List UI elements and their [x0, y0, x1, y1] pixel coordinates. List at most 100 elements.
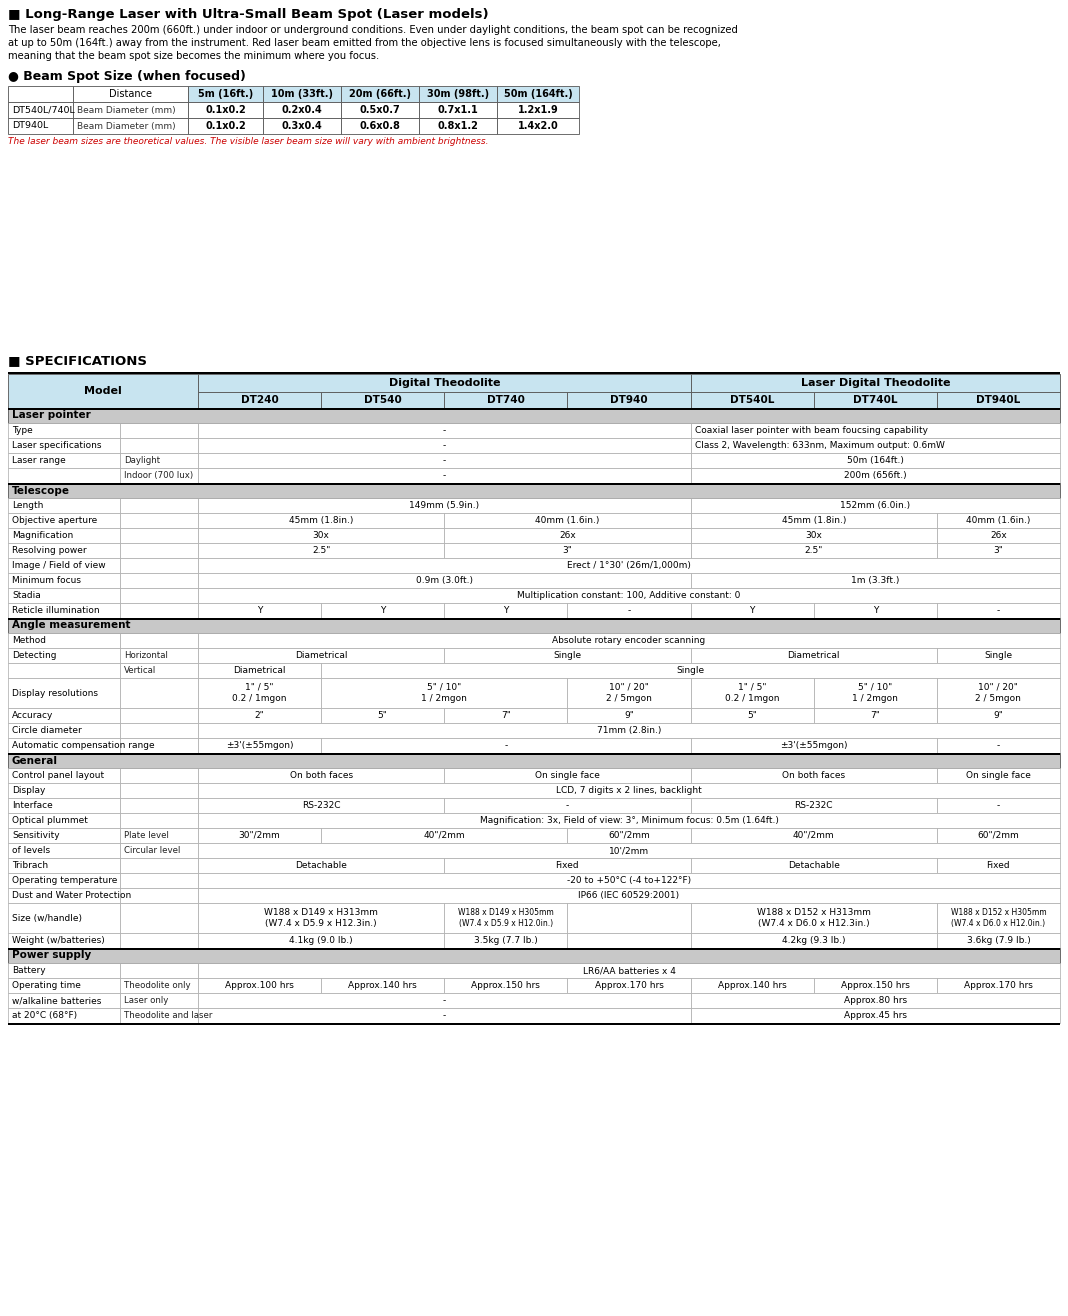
Bar	[567, 903, 691, 933]
Bar	[567, 828, 691, 844]
Bar	[691, 374, 1061, 392]
Bar	[937, 544, 1061, 558]
Bar	[691, 678, 814, 708]
Text: 0.8x1.2: 0.8x1.2	[438, 121, 478, 132]
Bar	[7, 408, 1061, 422]
Text: ■ SPECIFICATIONS: ■ SPECIFICATIONS	[7, 354, 147, 367]
Bar	[691, 933, 937, 948]
Bar	[198, 544, 444, 558]
Text: Detecting: Detecting	[12, 651, 57, 661]
Text: Beam Diameter (mm): Beam Diameter (mm)	[77, 105, 175, 114]
Bar	[7, 544, 120, 558]
Text: Approx.100 hrs: Approx.100 hrs	[225, 980, 294, 990]
Text: Operating temperature: Operating temperature	[12, 876, 117, 884]
Text: 10" / 20"
2 / 5mgon: 10" / 20" 2 / 5mgon	[606, 683, 651, 703]
Text: 40mm (1.6in.): 40mm (1.6in.)	[967, 516, 1031, 525]
Bar	[321, 738, 691, 753]
Bar	[120, 738, 198, 753]
Bar	[7, 372, 1061, 374]
Text: 20m (66ft.): 20m (66ft.)	[349, 89, 411, 99]
Bar	[198, 678, 321, 708]
Text: 10" / 20"
2 / 5mgon: 10" / 20" 2 / 5mgon	[975, 683, 1021, 703]
Bar	[120, 828, 198, 844]
Bar	[937, 903, 1061, 933]
Text: The laser beam reaches 200m (660ft.) under indoor or underground conditions. Eve: The laser beam reaches 200m (660ft.) und…	[7, 25, 738, 36]
Bar	[120, 647, 198, 663]
Bar	[120, 438, 198, 453]
Text: 30x: 30x	[313, 530, 330, 540]
Bar	[567, 708, 691, 722]
Text: -: -	[442, 457, 446, 465]
Text: Beam Diameter (mm): Beam Diameter (mm)	[77, 121, 175, 130]
Bar	[937, 708, 1061, 722]
Bar	[937, 828, 1061, 844]
Text: Laser Digital Theodolite: Laser Digital Theodolite	[801, 378, 951, 388]
Text: LR6/AA batteries x 4: LR6/AA batteries x 4	[582, 966, 675, 975]
Text: Minimum focus: Minimum focus	[12, 576, 81, 586]
Text: 5" / 10"
1 / 2mgon: 5" / 10" 1 / 2mgon	[422, 683, 467, 703]
Bar	[567, 678, 691, 708]
Bar	[7, 828, 120, 844]
Bar	[198, 453, 691, 468]
Text: 10m (33ft.): 10m (33ft.)	[271, 89, 333, 99]
Text: -: -	[996, 605, 1000, 615]
Text: Display: Display	[12, 786, 45, 795]
Bar	[120, 453, 198, 468]
Text: RS-232C: RS-232C	[795, 801, 833, 811]
Bar	[567, 933, 691, 948]
Text: ● Beam Spot Size (when focused): ● Beam Spot Size (when focused)	[7, 70, 246, 83]
Bar	[444, 978, 567, 994]
Bar	[691, 572, 1061, 588]
Bar	[73, 118, 188, 134]
Text: Indoor (700 lux): Indoor (700 lux)	[124, 471, 193, 480]
Bar	[198, 708, 321, 722]
Bar	[444, 528, 691, 544]
Bar	[7, 603, 120, 619]
Text: Magnification: Magnification	[12, 530, 74, 540]
Bar	[321, 663, 1061, 678]
Text: 2.5": 2.5"	[312, 546, 330, 555]
Text: 50m (164ft.): 50m (164ft.)	[847, 457, 904, 465]
Text: 30x: 30x	[805, 530, 822, 540]
Text: Approx.170 hrs: Approx.170 hrs	[595, 980, 663, 990]
Bar	[7, 408, 1061, 409]
Bar	[7, 118, 73, 134]
Text: On single face: On single face	[535, 771, 600, 780]
Text: Approx.140 hrs: Approx.140 hrs	[718, 980, 786, 990]
Text: 10'/2mm: 10'/2mm	[609, 846, 649, 855]
Text: Interface: Interface	[12, 801, 52, 811]
Text: at up to 50m (164ft.) away from the instrument. Red laser beam emitted from the : at up to 50m (164ft.) away from the inst…	[7, 38, 721, 47]
Bar	[198, 647, 444, 663]
Bar	[7, 483, 1061, 497]
Text: Accuracy: Accuracy	[12, 711, 53, 720]
Bar	[7, 1023, 1061, 1024]
Text: Circle diameter: Circle diameter	[12, 726, 82, 736]
Text: 5m (16ft.): 5m (16ft.)	[198, 89, 253, 99]
Text: Approx.45 hrs: Approx.45 hrs	[844, 1011, 907, 1020]
Bar	[7, 963, 120, 978]
Text: -: -	[996, 741, 1000, 750]
Text: Single: Single	[676, 666, 705, 675]
Text: Diametrical: Diametrical	[233, 666, 286, 675]
Bar	[497, 86, 579, 103]
Text: 3": 3"	[993, 546, 1003, 555]
Bar	[7, 86, 73, 103]
Text: Approx.140 hrs: Approx.140 hrs	[348, 980, 418, 990]
Text: Y: Y	[873, 605, 878, 615]
Bar	[120, 558, 198, 572]
Text: On both faces: On both faces	[289, 771, 352, 780]
Text: W188 x D149 x H313mm
(W7.4 x D5.9 x H12.3in.): W188 x D149 x H313mm (W7.4 x D5.9 x H12.…	[264, 908, 378, 928]
Bar	[198, 963, 1061, 978]
Text: 0.3x0.4: 0.3x0.4	[282, 121, 323, 132]
Bar	[7, 588, 120, 603]
Text: Detachable: Detachable	[295, 861, 347, 870]
Bar	[937, 392, 1061, 408]
Text: -: -	[442, 441, 446, 450]
Text: The laser beam sizes are theoretical values. The visible laser beam size will va: The laser beam sizes are theoretical val…	[7, 137, 488, 146]
Text: Absolute rotary encoder scanning: Absolute rotary encoder scanning	[552, 636, 706, 645]
Text: Model: Model	[84, 386, 122, 396]
Bar	[198, 572, 691, 588]
Text: 9": 9"	[624, 711, 634, 720]
Bar	[7, 783, 120, 797]
Bar	[7, 844, 120, 858]
